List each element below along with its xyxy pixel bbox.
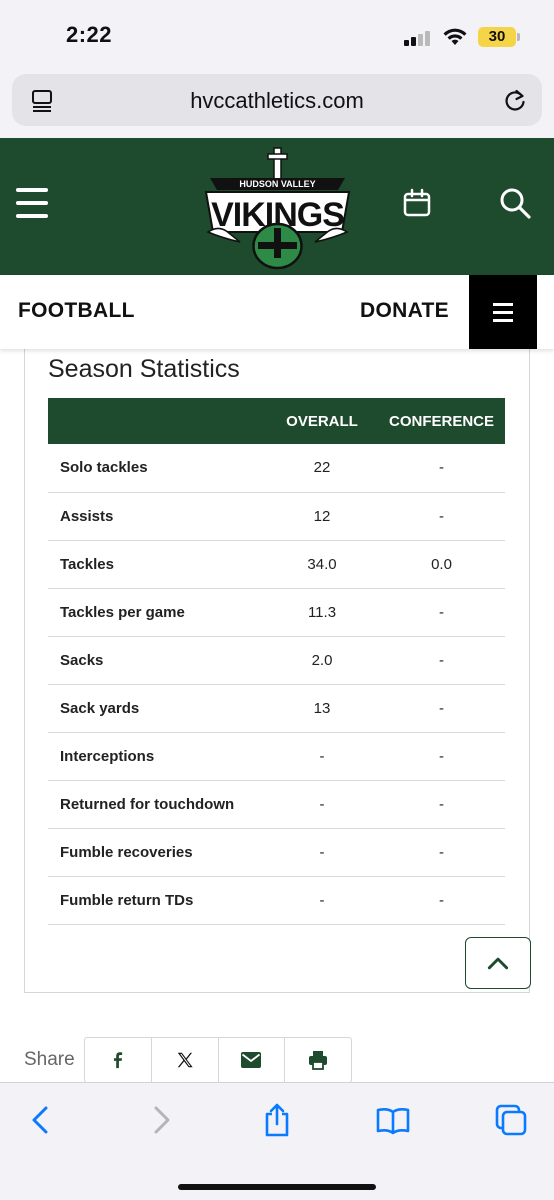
- stat-conference: -: [378, 444, 505, 493]
- share-x-button[interactable]: [152, 1038, 219, 1082]
- stat-overall: 34.0: [266, 540, 378, 589]
- stat-conference: -: [378, 684, 505, 733]
- stat-overall: -: [266, 876, 378, 925]
- table-row: Sacks 2.0 -: [48, 636, 505, 685]
- stat-overall: -: [266, 780, 378, 829]
- stat-name: Fumble return TDs: [48, 876, 266, 925]
- url-text[interactable]: hvccathletics.com: [190, 88, 364, 113]
- header-stat: [48, 398, 266, 444]
- browser-address-area: hvccathletics.com: [0, 66, 554, 138]
- facebook-icon: [113, 1052, 123, 1069]
- table-row: Fumble return TDs - -: [48, 876, 505, 925]
- search-icon[interactable]: [498, 186, 532, 220]
- donate-link[interactable]: DONATE: [360, 299, 449, 322]
- address-bar[interactable]: hvccathletics.com: [12, 74, 542, 126]
- stats-card: [24, 349, 530, 993]
- table-row: Tackles 34.0 0.0: [48, 540, 505, 589]
- status-time: 2:22: [66, 22, 113, 47]
- share-email-button[interactable]: [219, 1038, 286, 1082]
- stat-conference: -: [378, 492, 505, 541]
- stat-name: Sack yards: [48, 684, 266, 733]
- home-indicator: [178, 1184, 376, 1190]
- share-icon[interactable]: [260, 1103, 294, 1137]
- stat-name: Tackles per game: [48, 588, 266, 637]
- header-overall: OVERALL: [266, 398, 378, 444]
- table-row: Tackles per game 11.3 -: [48, 588, 505, 637]
- back-to-top-button[interactable]: [465, 937, 531, 989]
- vikings-logo[interactable]: HUDSON VALLEY VIKINGS: [200, 146, 355, 271]
- sport-sub-nav: FOOTBALL DONATE: [0, 275, 554, 349]
- stat-name: Fumble recoveries: [48, 828, 266, 877]
- stat-overall: 22: [266, 444, 378, 493]
- stat-overall: 2.0: [266, 636, 378, 685]
- status-bar: 2:22 30: [0, 0, 554, 66]
- section-title: Season Statistics: [48, 355, 240, 383]
- calendar-icon[interactable]: [402, 188, 432, 218]
- table-row: Returned for touchdown - -: [48, 780, 505, 829]
- stat-name: Sacks: [48, 636, 266, 685]
- header-conference: CONFERENCE: [378, 398, 505, 444]
- reader-mode-icon[interactable]: [30, 88, 54, 112]
- main-menu-icon[interactable]: [16, 188, 48, 218]
- site-header: HUDSON VALLEY VIKINGS: [0, 138, 554, 275]
- x-icon: [177, 1052, 193, 1068]
- table-row: Fumble recoveries - -: [48, 828, 505, 877]
- print-icon: [309, 1051, 328, 1070]
- stat-conference: -: [378, 636, 505, 685]
- stat-conference: -: [378, 732, 505, 781]
- table-row: Solo tackles 22 -: [48, 444, 505, 493]
- table-row: Sack yards 13 -: [48, 684, 505, 733]
- stat-conference: -: [378, 876, 505, 925]
- season-stats-table: OVERALL CONFERENCE Solo tackles 22 - Ass…: [48, 398, 505, 925]
- stat-overall: 13: [266, 684, 378, 733]
- stat-conference: -: [378, 780, 505, 829]
- sport-nav-link[interactable]: FOOTBALL: [18, 299, 135, 322]
- tabs-icon[interactable]: [494, 1103, 528, 1137]
- battery-level: 30: [478, 27, 516, 47]
- stat-overall: 12: [266, 492, 378, 541]
- share-label: Share: [24, 1049, 75, 1070]
- table-row: Assists 12 -: [48, 492, 505, 541]
- stat-overall: -: [266, 732, 378, 781]
- forward-icon[interactable]: [144, 1103, 178, 1137]
- share-facebook-button[interactable]: [85, 1038, 152, 1082]
- sport-menu-button[interactable]: [469, 275, 537, 349]
- stat-name: Tackles: [48, 540, 266, 589]
- stat-overall: 11.3: [266, 588, 378, 637]
- stat-name: Solo tackles: [48, 444, 266, 493]
- browser-toolbar: [0, 1082, 554, 1200]
- chevron-up-icon: [487, 957, 509, 970]
- stat-conference: 0.0: [378, 540, 505, 589]
- stat-overall: -: [266, 828, 378, 877]
- cellular-signal-icon: [404, 30, 434, 46]
- battery-cap: [517, 33, 520, 41]
- stat-conference: -: [378, 588, 505, 637]
- table-header-row: OVERALL CONFERENCE: [48, 398, 505, 444]
- stat-name: Interceptions: [48, 732, 266, 781]
- back-icon[interactable]: [24, 1103, 58, 1137]
- logo-top-text: HUDSON VALLEY: [239, 179, 315, 189]
- stat-conference: -: [378, 828, 505, 877]
- wifi-icon: [443, 28, 467, 45]
- bookmarks-icon[interactable]: [376, 1103, 410, 1137]
- email-icon: [241, 1052, 262, 1068]
- share-print-button[interactable]: [285, 1038, 351, 1082]
- stat-name: Assists: [48, 492, 266, 541]
- stat-name: Returned for touchdown: [48, 780, 266, 829]
- share-buttons: [84, 1037, 352, 1083]
- page-content: Season Statistics OVERALL CONFERENCE Sol…: [0, 349, 554, 1083]
- table-row: Interceptions - -: [48, 732, 505, 781]
- reload-icon[interactable]: [502, 87, 528, 113]
